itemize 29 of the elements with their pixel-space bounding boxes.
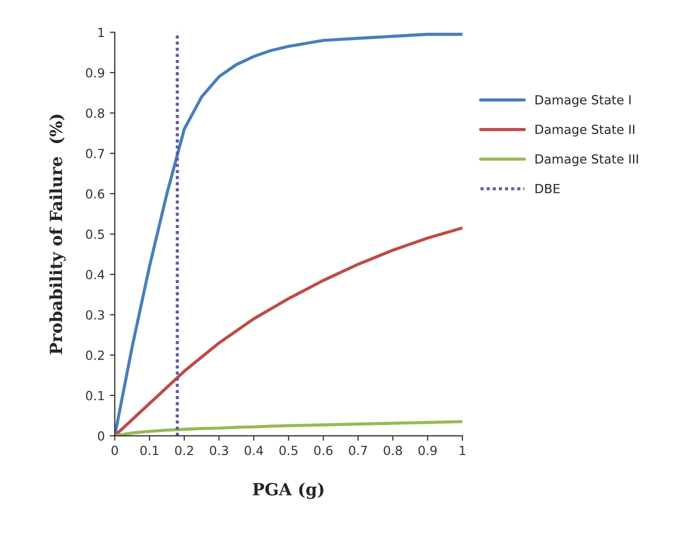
x-tick-label: 0.7 [348, 446, 367, 456]
x-tick-label: 0.6 [314, 446, 332, 456]
x-tick-label: 0.8 [384, 446, 402, 456]
x-tick-label: 0.4 [244, 446, 264, 456]
y-tick-label: 0.6 [86, 189, 104, 199]
legend-label: Damage State II [536, 124, 634, 137]
legend-label: Damage State I [536, 95, 631, 107]
y-tick-label: 0.8 [86, 108, 104, 118]
y-tick-label: 0.2 [86, 350, 104, 360]
x-tick-label: 0.3 [210, 446, 228, 456]
y-tick-label: 0.5 [86, 230, 104, 239]
legend-label: DBE [536, 184, 560, 194]
x-tick-label: 0.9 [418, 446, 437, 456]
y-tick-label: 0.1 [86, 390, 104, 400]
x-tick-label: 0.2 [175, 446, 193, 456]
x-axis-title: PGA (g) [252, 482, 324, 499]
line-series [114, 32, 462, 436]
x-tick-label: 0.5 [279, 446, 298, 456]
y-tick-label: 0.9 [86, 68, 104, 78]
x-tick-label: 0 [112, 446, 118, 456]
y-tick-label: 0.3 [86, 310, 104, 320]
y-tick-label: 0.7 [86, 148, 104, 158]
x-tick-label: 0.1 [140, 446, 158, 456]
y-tick-label: 0.4 [86, 270, 104, 280]
x-tick-label: 1 [460, 446, 466, 455]
legend-label: Damage State III [536, 154, 638, 166]
y-tick-label: 1 [98, 28, 104, 38]
y-tick-label: 0 [98, 431, 104, 441]
y-axis-title: Probability of Failure (%) [49, 114, 66, 354]
